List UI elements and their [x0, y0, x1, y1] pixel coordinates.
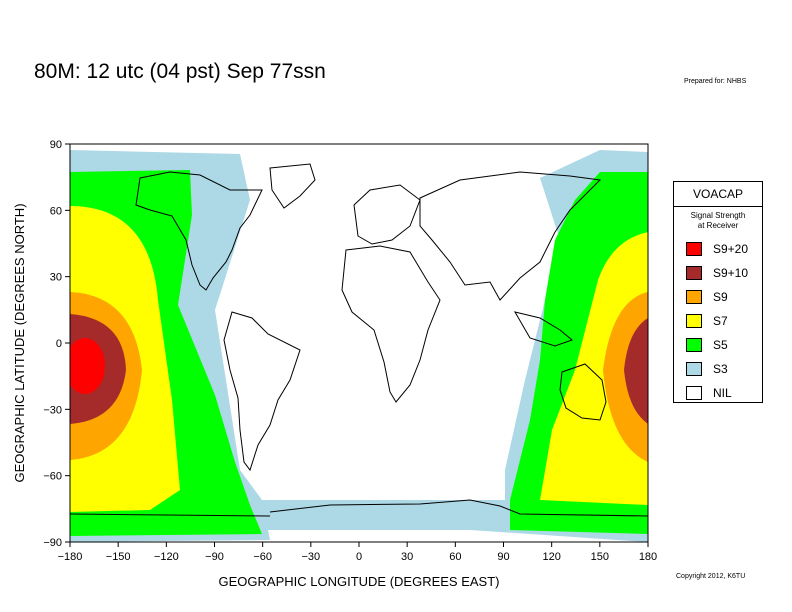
x-tick-label: −60 — [253, 551, 272, 563]
coverage-layer — [70, 144, 648, 542]
legend-label: S9 — [713, 290, 728, 304]
coverage-s7-region-east — [540, 232, 648, 505]
x-tick-label: 0 — [356, 551, 362, 563]
legend-item-s9-10: S9+10 — [674, 261, 762, 285]
legend-item-s9-20: S9+20 — [674, 237, 762, 261]
europe-outline — [353, 184, 421, 245]
y-tick-label: −60 — [43, 471, 62, 483]
legend-label: NIL — [713, 386, 732, 400]
legend-swatch-s9-20 — [686, 242, 702, 256]
legend-item-s3: S3 — [674, 357, 762, 381]
x-axis: −180 −150 −120 −90 −60 −30 0 30 60 90 120 150 180 GE… — [58, 542, 657, 589]
legend-swatch-nil — [686, 386, 702, 400]
x-tick-label: 30 — [401, 551, 413, 563]
y-axis-title: GEOGRAPHIC LATITUDE (DEGREES NORTH) — [12, 203, 27, 482]
legend-item-s5: S5 — [674, 333, 762, 357]
legend-item-nil: NIL — [674, 381, 762, 405]
x-tick-label: 60 — [449, 551, 461, 563]
legend-swatch-s3 — [686, 362, 702, 376]
y-tick-label: 0 — [56, 338, 62, 350]
legend-item-s7: S7 — [674, 309, 762, 333]
antarctica-outline — [70, 499, 648, 517]
x-tick-label: 90 — [497, 551, 509, 563]
asia-outline — [419, 171, 602, 301]
signal-strength-legend: VOACAP Signal Strength at Receiver S9+20… — [673, 181, 763, 403]
x-tick-label: −180 — [58, 551, 83, 563]
land-outlines — [70, 163, 648, 517]
page-title: 80M: 12 utc (04 pst) Sep 77ssn — [34, 60, 326, 83]
x-tick-label: −90 — [205, 551, 224, 563]
australia-outline — [559, 363, 607, 421]
legend-subtitle-line2: at Receiver — [697, 221, 739, 230]
legend-label: S9+20 — [713, 242, 749, 256]
legend-subtitle-line1: Signal Strength — [690, 211, 746, 220]
legend-swatch-s9 — [686, 290, 702, 304]
africa-outline — [341, 245, 441, 403]
x-tick-label: −30 — [301, 551, 320, 563]
prepared-for-note: Prepared for: NHBS — [684, 78, 747, 85]
legend-label: S3 — [713, 362, 728, 376]
y-tick-label: 60 — [50, 205, 62, 217]
x-tick-label: 120 — [542, 551, 560, 563]
x-tick-label: 150 — [591, 551, 609, 563]
southeast-asia-islands-outline — [513, 311, 573, 347]
legend-swatch-s9-10 — [686, 266, 702, 280]
x-tick-label: −120 — [154, 551, 179, 563]
y-tick-label: −30 — [43, 404, 62, 416]
legend-item-s9: S9 — [674, 285, 762, 309]
legend-label: S9+10 — [713, 266, 749, 280]
y-axis: 90 60 30 0 −30 −60 −90 GEOGRAPHIC LATITUDE (DE… — [12, 139, 70, 549]
y-tick-label: 90 — [50, 139, 62, 151]
x-tick-label: −150 — [106, 551, 131, 563]
x-tick-label: 180 — [639, 551, 657, 563]
legend-label: S5 — [713, 338, 728, 352]
copyright-note: Copyright 2012, K6TU — [676, 573, 746, 580]
south-america-outline — [223, 311, 301, 472]
legend-swatch-s5 — [686, 338, 702, 352]
y-tick-label: 30 — [50, 272, 62, 284]
legend-items: S9+20 S9+10 S9 S7 S5 S3 NIL — [674, 237, 762, 405]
y-axis-ticks: 90 60 30 0 −30 −60 −90 — [43, 139, 70, 549]
legend-title: VOACAP — [674, 182, 762, 207]
legend-subtitle: Signal Strength at Receiver — [674, 211, 762, 231]
legend-label: S7 — [713, 314, 728, 328]
x-axis-ticks: −180 −150 −120 −90 −60 −30 0 30 60 90 120 150 180 — [58, 542, 657, 563]
legend-swatch-s7 — [686, 314, 702, 328]
greenland-outline — [269, 163, 316, 209]
y-tick-label: −90 — [43, 537, 62, 549]
x-axis-title: GEOGRAPHIC LONGITUDE (DEGREES EAST) — [219, 574, 500, 589]
coverage-s9-20-region — [70, 338, 105, 394]
north-america-outline — [135, 171, 263, 291]
coverage-s9-10-region-east — [624, 318, 648, 424]
